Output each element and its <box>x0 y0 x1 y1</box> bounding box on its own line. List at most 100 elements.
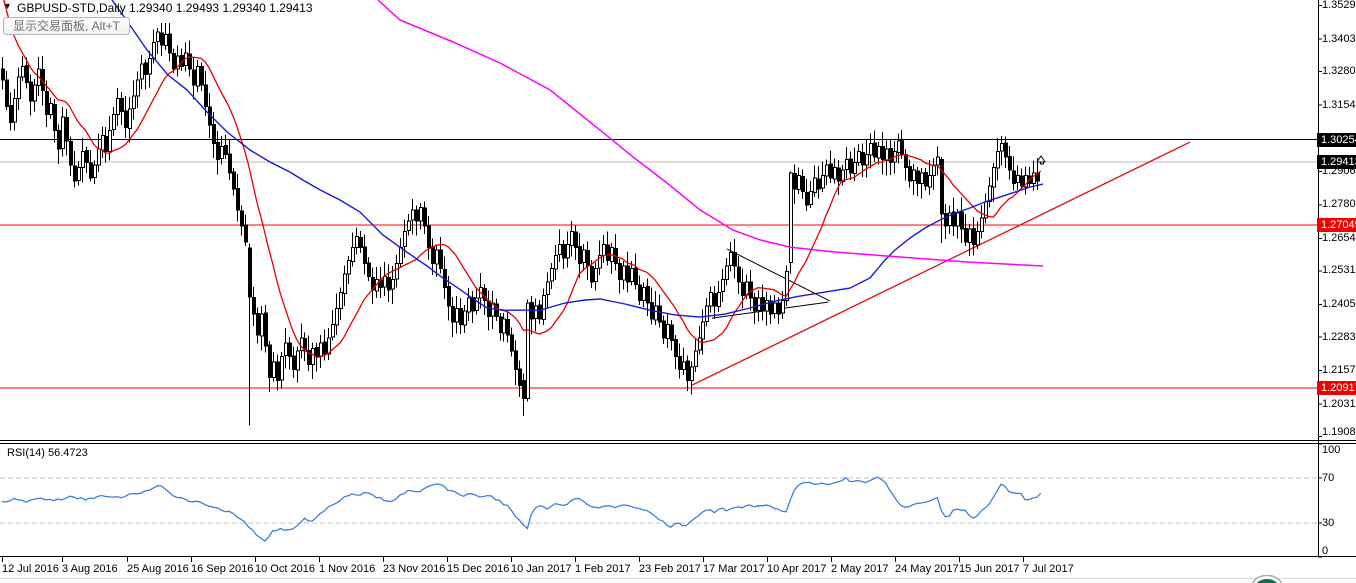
candle-body <box>1008 155 1012 171</box>
rsi-line[interactable] <box>1 476 1042 542</box>
price-tick-label: 1.35290 <box>1322 0 1356 12</box>
ascending-support-trendline[interactable] <box>691 141 1191 386</box>
candle-body <box>260 313 264 337</box>
price-axis[interactable]: 1.352901.340301.328051.315451.290601.278… <box>1317 0 1356 583</box>
candle-body <box>347 260 351 275</box>
date-tick-label: 3 Aug 2016 <box>62 563 118 575</box>
price-tick-label: 1.26540 <box>1322 231 1356 244</box>
candle-body <box>662 320 666 339</box>
candle-body <box>972 227 976 246</box>
price-tick-label: 1.19085 <box>1322 426 1356 438</box>
candle-body <box>861 152 865 166</box>
candle-body <box>69 140 73 166</box>
candle-body <box>502 318 506 334</box>
ma-fast-line[interactable] <box>2 0 1042 358</box>
candle-body <box>550 268 554 282</box>
ma-slow-line[interactable] <box>377 0 1044 267</box>
candle-body <box>248 247 252 298</box>
candle-body <box>733 252 737 267</box>
candle-body <box>900 139 904 155</box>
date-tick-label: 1 Nov 2016 <box>319 563 376 575</box>
candle-body <box>483 287 487 302</box>
candle-body <box>542 294 546 321</box>
candle-body <box>284 342 288 356</box>
candle-body <box>471 297 475 312</box>
candle-body <box>132 95 136 109</box>
time-axis[interactable]: 12 Jul 2016 3 Aug 2016 25 Aug 2016 16 Sep 2… <box>0 560 1318 583</box>
candle-body <box>85 150 89 163</box>
candle-body <box>678 356 682 371</box>
candle-body <box>13 97 17 123</box>
candle-body <box>578 246 582 264</box>
date-tick-label: 10 Oct 2016 <box>255 563 315 575</box>
candle-body <box>904 154 908 169</box>
candle-body <box>622 265 626 281</box>
candle-body <box>491 302 495 317</box>
candle-body <box>192 69 196 86</box>
candle-body <box>936 156 940 166</box>
candle-body <box>825 164 829 177</box>
candle-body <box>73 165 77 182</box>
candle-body <box>721 278 725 293</box>
candle-body <box>630 268 634 283</box>
chart-title: GBPUSD-STD,Daily 1.29340 1.29493 1.29340… <box>17 1 313 15</box>
candle-body <box>355 236 359 249</box>
candle-body <box>586 249 590 267</box>
candle-body <box>276 361 280 381</box>
candle-body <box>873 142 877 158</box>
date-tick-label: 24 May 2017 <box>895 563 959 575</box>
candle-body <box>526 302 530 399</box>
candle-body <box>514 350 518 371</box>
pennant-upper-line[interactable] <box>726 248 831 302</box>
candle-body <box>817 178 821 190</box>
date-tick-label: 25 Aug 2016 <box>127 563 189 575</box>
candle-body <box>216 142 220 161</box>
candle-body <box>590 266 594 283</box>
candle-body <box>602 244 606 256</box>
candle-body <box>319 342 323 357</box>
trade-panel-tooltip: 显示交易面板, Alt+T <box>3 17 131 35</box>
candle-body <box>638 284 642 302</box>
candle-body <box>29 81 33 102</box>
candle-body <box>908 166 912 182</box>
candle-body <box>1024 175 1028 188</box>
candle-body <box>865 153 869 166</box>
candle-body <box>785 270 789 301</box>
candle-body <box>574 231 578 248</box>
candle-body <box>857 151 861 163</box>
candle-body <box>25 65 29 83</box>
candle-body <box>538 304 542 320</box>
candle-body <box>1020 175 1024 187</box>
candle-body <box>797 175 801 190</box>
candle-body <box>833 167 837 180</box>
candle-body <box>212 123 216 145</box>
candle-body <box>45 90 49 115</box>
last-bar-marker-icon[interactable] <box>1036 155 1046 163</box>
candle-body <box>769 300 773 315</box>
candle-body <box>829 163 833 179</box>
ma-mid-line[interactable] <box>111 0 1044 318</box>
candle-body <box>447 286 451 307</box>
candle-body <box>554 254 558 270</box>
candle-body <box>407 220 411 231</box>
date-tick-label: 17 Mar 2017 <box>703 563 765 575</box>
candle-body <box>674 339 678 357</box>
candle-body <box>256 312 260 336</box>
candle-body <box>315 346 319 357</box>
price-tick-label: 1.22830 <box>1322 330 1356 343</box>
candle-body <box>49 103 53 115</box>
candle-body <box>108 129 112 153</box>
candle-body <box>431 246 435 264</box>
candle-body <box>136 79 140 97</box>
candle-body <box>534 305 538 320</box>
candle-body <box>789 172 793 264</box>
date-tick-label: 12 Jul 2016 <box>2 563 59 575</box>
candle-body <box>303 338 307 352</box>
candle-body <box>124 110 128 129</box>
one-click-trading-arrow-icon[interactable]: ▼ <box>3 1 12 11</box>
candle-body <box>853 161 857 175</box>
candle-body <box>757 297 761 312</box>
candle-body <box>81 151 85 168</box>
candle-body <box>530 302 534 320</box>
